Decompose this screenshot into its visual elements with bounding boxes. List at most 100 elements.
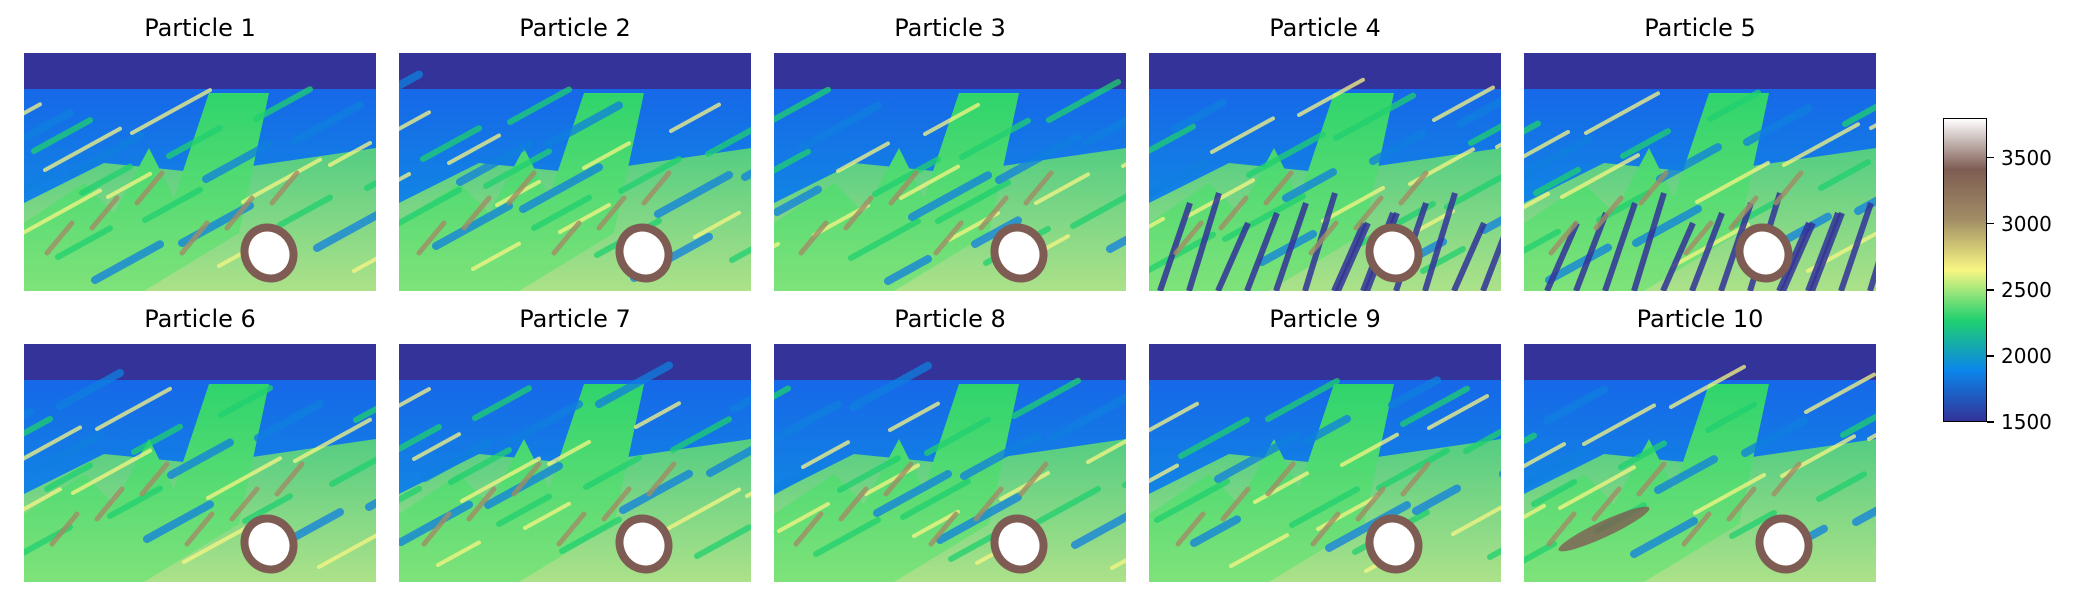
high-velocity-streak [511,461,542,497]
texture-stripe [558,203,611,234]
high-velocity-streak [274,461,305,497]
texture-stripe [1804,372,1876,414]
texture-stripe [634,401,681,429]
texture-stripe [71,448,152,495]
texture-stripe [1082,116,1126,147]
texture-stripe [1340,432,1399,467]
texture-stripe [399,172,411,182]
texture-stripe [1558,465,1636,510]
texture-stripe [1524,442,1566,469]
high-velocity-streak [1728,195,1759,231]
texture-stripe [654,170,733,218]
texture-stripe [1852,506,1876,526]
texture-stripe [1253,471,1309,504]
low-velocity-streak [1544,221,1580,291]
texture-stripe [1840,413,1876,438]
texture-stripe [1333,92,1416,141]
panel-title: Particle 6 [144,305,256,333]
texture-stripe [55,225,113,260]
texture-stripe [1468,123,1501,146]
high-velocity-streak [641,170,672,206]
texture-stripe [328,141,372,167]
texture-stripe [1412,484,1461,515]
texture-stripe [293,417,372,463]
salt-body [1373,522,1415,566]
low-velocity-streak [1480,235,1501,291]
texture-stripe [1046,79,1121,123]
colorbar-tick-label: 3000 [2001,211,2052,236]
colorbar-tick [1987,355,1994,357]
texture-stripe [884,255,932,285]
high-velocity-streak [269,170,300,206]
texture-stripe [456,140,533,186]
low-velocity-streak [1157,202,1193,291]
heatmap-image [24,344,376,582]
texture-stripe [547,440,591,466]
high-velocity-streak [838,486,869,522]
low-velocity-streak [1689,211,1725,291]
low-velocity-streak [1215,221,1251,291]
texture-stripe [1524,135,1592,178]
texture-stripe [399,187,462,226]
high-velocity-streak [596,195,627,231]
texture-stripe [412,432,461,461]
texture-stripe [888,401,940,432]
high-velocity-streak [1175,511,1206,547]
texture-stripe [1265,378,1340,422]
water-layer [24,53,376,89]
high-velocity-streak [646,461,677,497]
low-velocity-streak [1809,211,1845,291]
high-velocity-streak [933,220,964,256]
texture-stripe [56,369,124,410]
high-velocity-streak [49,511,80,547]
texture-stripe [496,493,552,527]
texture-stripe [24,170,54,194]
high-velocity-streak [1355,486,1386,522]
water-layer [399,53,751,89]
high-velocity-streak [1636,461,1667,497]
texture-stripe [1071,512,1126,549]
low-velocity-streak [1186,192,1222,291]
texture-stripe [472,385,532,421]
high-velocity-streak [89,195,120,231]
texture-stripe [694,524,751,559]
texture-stripe [1533,166,1581,196]
texture-stripe [873,469,952,517]
heatmap-panel [1149,53,1501,291]
water-layer [399,344,751,380]
texture-stripe [106,171,152,199]
heatmap-panel [774,344,1126,582]
texture-stripe [91,240,164,284]
texture-stripe [774,400,842,445]
texture-stripe [130,88,212,135]
texture-stripe [399,70,423,91]
texture-stripe [253,86,313,122]
texture-stripe [24,108,74,143]
texture-stripe [1149,463,1179,484]
texture-stripe [448,447,512,485]
texture-stripe [420,125,482,162]
texture-stripe [1560,153,1640,199]
texture-stripe [523,501,571,530]
heatmap-image [1149,53,1501,291]
high-velocity-streak [416,220,447,256]
panel-title: Particle 10 [1636,305,1764,333]
texture-stripe [1545,243,1612,284]
high-velocity-streak [1398,170,1429,206]
heatmap-image [1524,344,1876,582]
low-velocity-streak [1602,202,1638,291]
texture-stripe [1524,130,1570,159]
texture-stripe [352,256,376,273]
texture-stripe [167,438,234,479]
high-velocity-streak [973,486,1004,522]
texture-stripe [1630,517,1698,558]
texture-stripe [1524,432,1537,445]
texture-stripe [899,164,960,200]
texture-stripe [399,387,431,408]
texture-stripe [364,179,376,191]
texture-stripe [1400,385,1470,427]
texture-stripe [329,456,376,487]
high-velocity-streak [139,461,170,497]
high-velocity-streak [1023,170,1054,206]
texture-stripe [1451,505,1501,536]
